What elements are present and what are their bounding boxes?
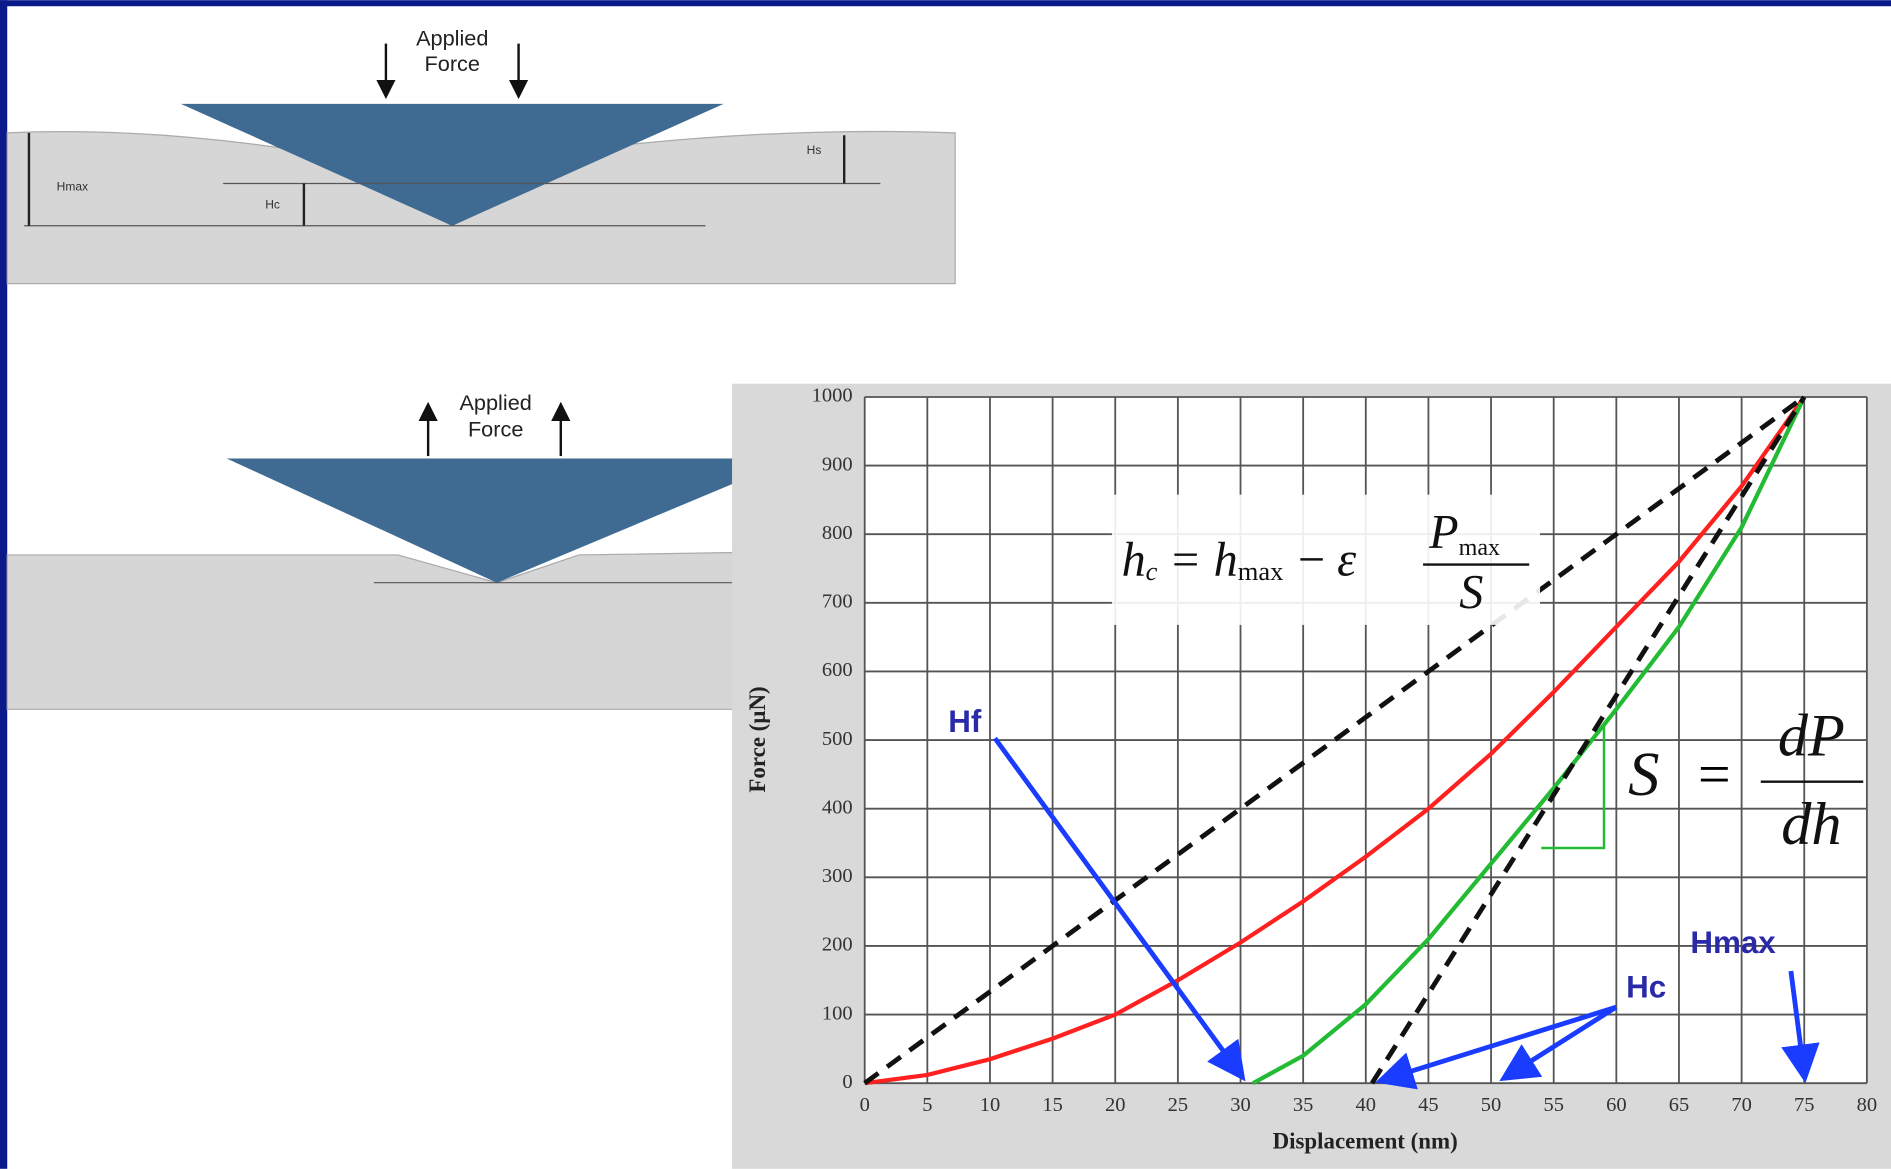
depth-label: Hc (265, 197, 280, 211)
x-tick-label: 15 (1042, 1094, 1063, 1116)
f: h (1214, 534, 1238, 587)
x-tick-label: 10 (980, 1094, 1001, 1116)
formula-hc: hc=hmax−ε Pmax S (1112, 495, 1540, 625)
y-tick-label: 0 (842, 1071, 852, 1093)
x-tick-label: 45 (1418, 1094, 1439, 1116)
diagram-bottom: Applied Force (7, 390, 735, 709)
x-tick-label: 20 (1105, 1094, 1126, 1116)
x-axis-label: Displacement (nm) (1273, 1129, 1458, 1154)
f: max (1238, 556, 1284, 586)
x-tick-label: 5 (922, 1094, 932, 1116)
x-tick-label: 55 (1543, 1094, 1564, 1116)
y-tick-label: 400 (822, 796, 853, 818)
y-tick-label: 100 (822, 1002, 853, 1024)
y-tick-label: 900 (822, 453, 853, 475)
y-tick-label: 200 (822, 934, 853, 956)
x-tick-label: 50 (1481, 1094, 1502, 1116)
x-tick-label: 80 (1857, 1094, 1878, 1116)
depth-label: Hmax (57, 179, 88, 193)
f: = (1698, 742, 1731, 807)
f: max (1459, 534, 1501, 560)
border-top (0, 0, 1891, 6)
f: − (1298, 534, 1325, 587)
x-tick-label: 25 (1168, 1094, 1189, 1116)
y-tick-label: 300 (822, 865, 853, 887)
force-label: Force (425, 51, 480, 76)
x-tick-label: 35 (1293, 1094, 1314, 1116)
f: ε (1337, 534, 1356, 587)
x-tick-label: 40 (1356, 1094, 1377, 1116)
depth-label: Hs (807, 143, 822, 157)
force-label: Force (468, 416, 523, 441)
annotation: Hc (1626, 969, 1666, 1004)
f: dh (1781, 791, 1841, 858)
x-tick-label: 60 (1606, 1094, 1627, 1116)
x-tick-label: 65 (1669, 1094, 1690, 1116)
diagram-top: Applied Force Hmax Hc Hs (7, 26, 955, 284)
f: dP (1778, 703, 1845, 770)
y-tick-label: 700 (822, 591, 853, 613)
x-tick-label: 30 (1230, 1094, 1251, 1116)
x-tick-label: 70 (1731, 1094, 1752, 1116)
force-label: Applied (416, 26, 488, 51)
annotation: Hf (948, 704, 982, 739)
annotation: Hmax (1690, 925, 1776, 960)
f: S (1459, 566, 1483, 619)
y-tick-label: 800 (822, 522, 853, 544)
y-tick-label: 500 (822, 728, 853, 750)
f: = (1172, 534, 1199, 587)
x-tick-label: 75 (1794, 1094, 1815, 1116)
f: S (1628, 739, 1659, 809)
y-tick-label: 600 (822, 659, 853, 681)
force-label: Applied (459, 390, 531, 415)
x-tick-label: 0 (860, 1094, 870, 1116)
f: P (1428, 506, 1458, 559)
border-left (0, 0, 7, 1169)
f: h (1122, 534, 1146, 587)
f: c (1146, 556, 1158, 586)
y-axis-label: Force (µN) (745, 686, 770, 792)
y-tick-label: 1000 (812, 385, 853, 407)
slide: Applied Force Hmax Hc Hs Applied Force 0… (0, 0, 1891, 1169)
